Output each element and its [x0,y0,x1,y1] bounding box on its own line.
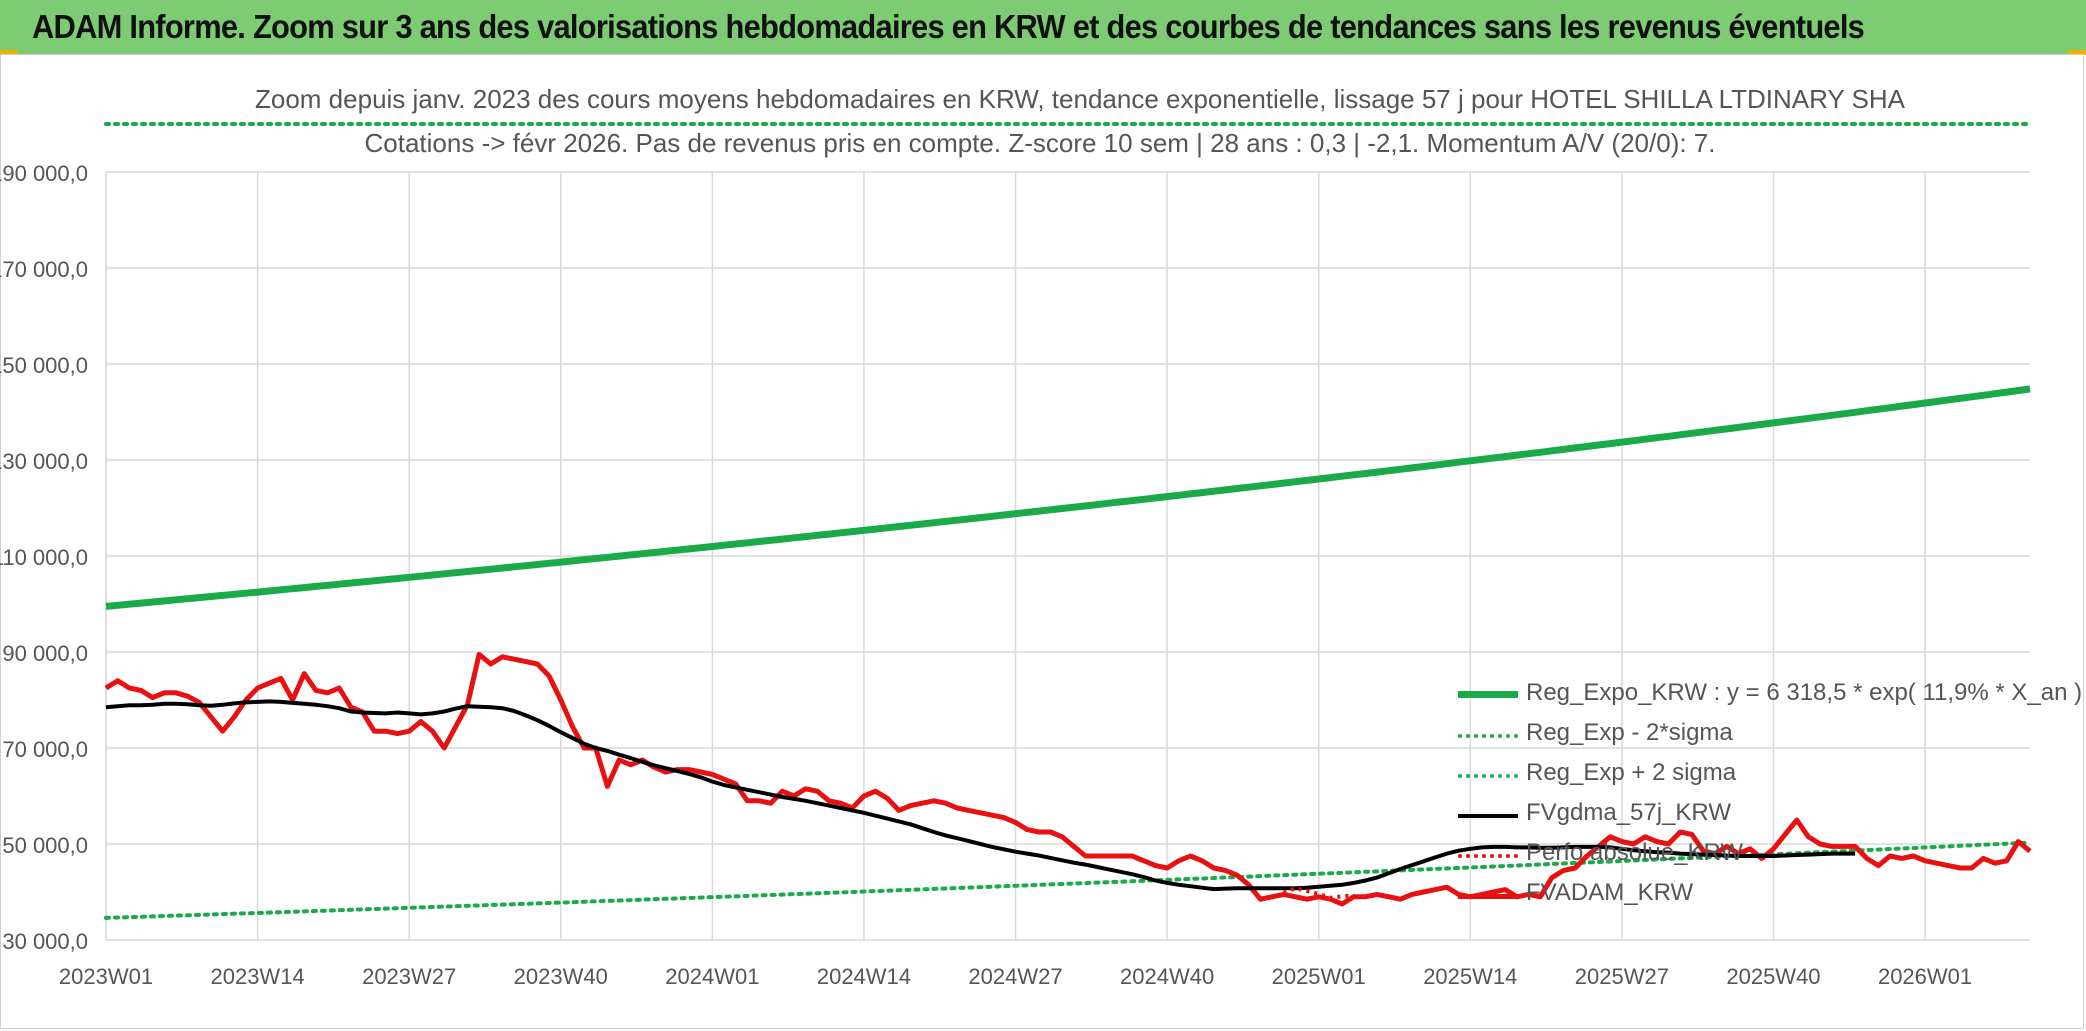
x-tick-label: 2024W27 [968,964,1062,989]
legend-swatch-fvgdma [1458,814,1518,818]
y-axis-ticks: 30 000,0 50 000,0 70 000,0 90 000,0 110 000,… [0,161,88,954]
y-tick-label: 130 000,0 [0,449,88,474]
legend-label-reg-exp-plus: Reg_Exp + 2 sigma [1526,759,1737,786]
corner-marker-right [2068,50,2086,55]
legend-swatch-reg-expo [1458,691,1518,698]
x-tick-label: 2025W01 [1272,964,1366,989]
y-tick-label: 50 000,0 [2,833,88,858]
x-tick-label: 2023W27 [362,964,456,989]
legend-swatch-fvadam [1458,894,1518,899]
gridlines [105,171,2030,941]
chart-frame [0,54,2084,1029]
x-tick-label: 2023W01 [59,964,153,989]
x-tick-label: 2023W40 [514,964,608,989]
series-fvadam [104,651,2032,907]
x-tick-label: 2025W40 [1726,964,1820,989]
corner-marker-left [0,50,18,55]
x-tick-label: 2025W27 [1575,964,1669,989]
legend-label-fvgdma: FVgdma_57j_KRW [1526,799,1731,826]
series-reg-exp-minus-2sigma [104,840,2032,920]
y-tick-label: 170 000,0 [0,257,88,282]
x-tick-label: 2026W01 [1878,964,1972,989]
y-tick-label: 150 000,0 [0,353,88,378]
series-fvgdma [105,699,1856,892]
series-group [104,122,2032,920]
x-tick-label: 2023W14 [210,964,304,989]
chart-title: Zoom depuis janv. 2023 des cours moyens … [255,84,1905,115]
page-title: ADAM Informe. Zoom sur 3 ans des valoris… [32,8,1865,45]
y-tick-label: 110 000,0 [0,545,88,570]
y-tick-label: 90 000,0 [2,641,88,666]
y-tick-label: 190 000,0 [0,161,88,186]
header-bar: ADAM Informe. Zoom sur 3 ans des valoris… [0,0,2086,54]
x-tick-label: 2024W01 [665,964,759,989]
legend-label-reg-exp-minus: Reg_Exp - 2*sigma [1526,719,1733,746]
legend-swatch-reg-exp-minus [1458,734,1518,738]
legend-label-fvadam: FVADAM_KRW [1526,879,1694,906]
legend-label-perfo: Perfo absolue_KRW [1526,839,1744,866]
legend-swatch-perfo [1458,854,1518,858]
x-axis-ticks: 2023W01 2023W14 2023W27 2023W40 2024W01 2024W… [59,964,1972,989]
x-tick-label: 2024W14 [817,964,911,989]
chart-subtitle: Cotations -> févr 2026. Pas de revenus p… [255,128,1825,159]
y-tick-label: 70 000,0 [2,737,88,762]
legend-swatch-reg-exp-plus [1458,774,1518,778]
y-tick-label: 30 000,0 [2,929,88,954]
legend-label-reg-expo: Reg_Expo_KRW : y = 6 318,5 * exp( 11,9% … [1526,679,2083,706]
x-tick-label: 2025W14 [1423,964,1517,989]
x-tick-label: 2024W40 [1120,964,1214,989]
series-reg-expo [105,385,2031,610]
